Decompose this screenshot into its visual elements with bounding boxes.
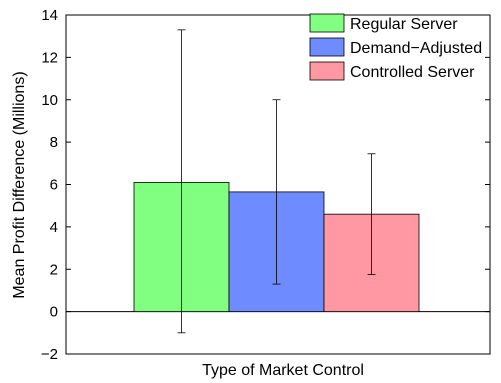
- y-tick-label: 4: [50, 219, 58, 236]
- y-axis-label: Mean Profit Difference (Millions): [11, 71, 28, 298]
- legend: Regular Server Demand−Adjusted Controlled …: [309, 13, 482, 81]
- y-axis-ticks: −2 0 2 4 6 8 10 12 14: [41, 7, 490, 363]
- y-tick-label: 6: [50, 177, 58, 194]
- error-bars: [177, 29, 376, 334]
- y-tick-label: 8: [50, 134, 58, 151]
- y-tick-label: −2: [41, 346, 58, 363]
- y-tick-label: 12: [41, 49, 58, 66]
- x-axis-label: Type of Market Control: [202, 362, 364, 379]
- legend-swatch-3: [309, 61, 345, 81]
- legend-label-2: Demand−Adjusted: [350, 40, 482, 57]
- legend-label-1: Regular Server: [350, 16, 458, 33]
- legend-swatch-2: [309, 37, 345, 57]
- y-tick-label: 0: [50, 304, 58, 321]
- y-tick-label: 10: [41, 92, 58, 109]
- y-tick-label: 2: [50, 261, 58, 278]
- legend-label-3: Controlled Server: [350, 64, 475, 81]
- legend-swatch-1: [309, 13, 345, 33]
- y-tick-label: 14: [41, 7, 58, 24]
